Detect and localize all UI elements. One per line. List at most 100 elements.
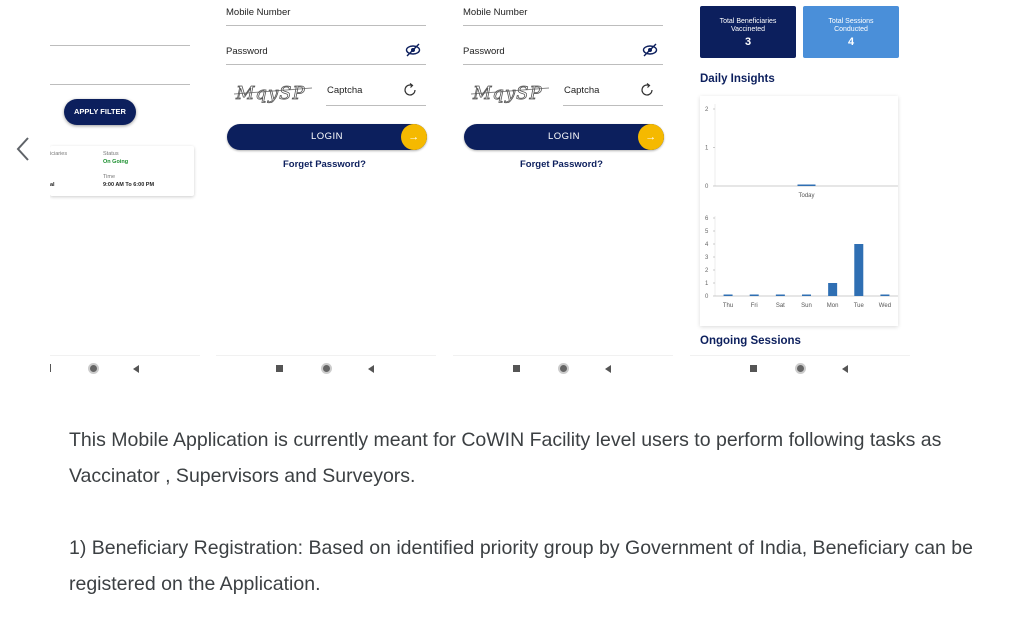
x-tick-label: Wed: [879, 303, 891, 309]
home-icon[interactable]: [321, 363, 332, 374]
password-label: Password: [226, 46, 268, 57]
status-label: Status: [103, 151, 119, 157]
x-tick-label: Tue: [854, 303, 865, 309]
refresh-icon[interactable]: [639, 82, 655, 98]
login-button-label: LOGIN: [310, 131, 344, 142]
home-icon[interactable]: [795, 363, 806, 374]
total-sessions-label: Total Sessions Conducted: [828, 18, 874, 33]
session-card: iciaries Status On Going Time al 9:00 AM…: [50, 146, 194, 196]
eye-off-icon[interactable]: [405, 43, 421, 57]
chart-bar: [723, 294, 733, 296]
forgot-password-link[interactable]: Forget Password?: [520, 159, 603, 170]
y-tick-label: 4: [705, 242, 709, 248]
total-sessions-card: Total Sessions Conducted 4: [803, 6, 899, 58]
android-navbar: [50, 355, 200, 380]
insights-chart-card: 0 1 2 Today 0 1 2 3 4 5 6 Thu Fri Sat Sun Mon Tue Wed: [700, 96, 898, 326]
captcha-label: Captcha: [564, 85, 600, 96]
card-col1-value: al: [50, 182, 55, 188]
recents-icon[interactable]: [50, 364, 51, 372]
captcha-input[interactable]: [563, 105, 663, 106]
recents-icon[interactable]: [513, 365, 520, 372]
today-chart: 0 1 2 Today: [705, 104, 898, 199]
android-navbar: [453, 355, 673, 380]
filter-field-line: [50, 45, 190, 46]
captcha-text: MqySP: [472, 83, 543, 104]
password-input[interactable]: [226, 64, 426, 65]
description-paragraph-1: This Mobile Application is currently mea…: [69, 429, 942, 487]
mobile-number-label: Mobile Number: [226, 7, 291, 18]
chart-bar: [828, 283, 838, 296]
chart-bar: [802, 294, 811, 296]
app-screenshot-login-2: Mobile Number Password MqySP Captcha LOG…: [453, 0, 673, 380]
carousel-prev-button[interactable]: [12, 134, 36, 164]
y-tick-label: 6: [705, 216, 709, 222]
daily-insights-heading: Daily Insights: [700, 73, 775, 85]
ongoing-sessions-heading: Ongoing Sessions: [700, 335, 801, 347]
captcha-image-svg: MqySP: [233, 83, 313, 104]
time-label: Time: [103, 174, 116, 180]
total-beneficiaries-value: 3: [744, 36, 752, 48]
y-tick-label: 0: [705, 294, 709, 300]
login-button[interactable]: LOGIN →: [227, 124, 427, 150]
mobile-number-label: Mobile Number: [463, 7, 528, 18]
back-icon[interactable]: [133, 365, 139, 373]
y-tick-label: 2: [705, 268, 709, 274]
chart-bar: [775, 294, 785, 296]
refresh-icon[interactable]: [402, 82, 418, 98]
app-screenshot-dashboard: Total Beneficiaries Vaccineted 3 Total S…: [690, 0, 910, 380]
x-tick-label: Sun: [801, 303, 812, 309]
x-tick-label: Sat: [776, 303, 785, 309]
back-icon[interactable]: [605, 365, 611, 373]
chart-bar: [749, 294, 759, 296]
y-tick-label: 3: [705, 255, 709, 261]
chart-bar: [854, 244, 864, 296]
captcha-image: MqySP: [469, 80, 554, 104]
filter-field-line: [50, 84, 190, 85]
x-tick-label: Thu: [723, 303, 733, 309]
y-tick-label: 1: [705, 146, 709, 152]
x-tick-label: Fri: [751, 303, 758, 309]
y-tick-label: 2: [705, 107, 709, 113]
captcha-label: Captcha: [327, 85, 363, 96]
chevron-left-icon: [16, 137, 29, 161]
total-beneficiaries-card: Total Beneficiaries Vaccineted 3: [700, 6, 796, 58]
x-tick-label: Today: [798, 193, 814, 199]
card-col1-label: iciaries: [50, 151, 68, 157]
recents-icon[interactable]: [750, 365, 757, 372]
y-tick-label: 5: [705, 229, 709, 235]
password-input[interactable]: [463, 64, 663, 65]
chart-bar: [880, 294, 890, 296]
android-navbar: [690, 355, 910, 380]
x-tick-label: Mon: [827, 303, 839, 309]
captcha-image-svg: MqySP: [470, 83, 550, 104]
app-screenshot-filter: APPLY FILTER iciaries Status On Going Ti…: [50, 0, 200, 380]
y-tick-label: 1: [705, 281, 709, 287]
total-sessions-value: 4: [847, 36, 855, 48]
description-paragraph-2: 1) Beneficiary Registration: Based on id…: [69, 537, 973, 595]
android-navbar: [216, 355, 436, 380]
status-value: On Going: [103, 159, 129, 165]
captcha-input[interactable]: [326, 105, 426, 106]
y-tick-label: 0: [705, 184, 709, 190]
arrow-right-icon: →: [638, 124, 664, 150]
apply-filter-button[interactable]: APPLY FILTER: [64, 99, 136, 125]
back-icon[interactable]: [368, 365, 374, 373]
mobile-number-input[interactable]: [226, 25, 426, 26]
forgot-password-link[interactable]: Forget Password?: [283, 159, 366, 170]
recents-icon[interactable]: [276, 365, 283, 372]
weekly-chart: 0 1 2 3 4 5 6 Thu Fri Sat Sun Mon Tue Wed: [705, 216, 898, 309]
captcha-image: MqySP: [232, 80, 317, 104]
captcha-text: MqySP: [235, 83, 306, 104]
arrow-right-icon: →: [401, 124, 427, 150]
login-button-label: LOGIN: [547, 131, 581, 142]
login-button[interactable]: LOGIN →: [464, 124, 664, 150]
password-label: Password: [463, 46, 505, 57]
eye-off-icon[interactable]: [642, 43, 658, 57]
time-value: 9:00 AM To 6:00 PM: [103, 182, 155, 188]
back-icon[interactable]: [842, 365, 848, 373]
total-beneficiaries-label: Total Beneficiaries Vaccineted: [719, 18, 777, 33]
home-icon[interactable]: [558, 363, 569, 374]
home-icon[interactable]: [88, 363, 99, 374]
mobile-number-input[interactable]: [463, 25, 663, 26]
app-screenshot-login-1: Mobile Number Password MqySP Captcha LOG…: [216, 0, 436, 380]
